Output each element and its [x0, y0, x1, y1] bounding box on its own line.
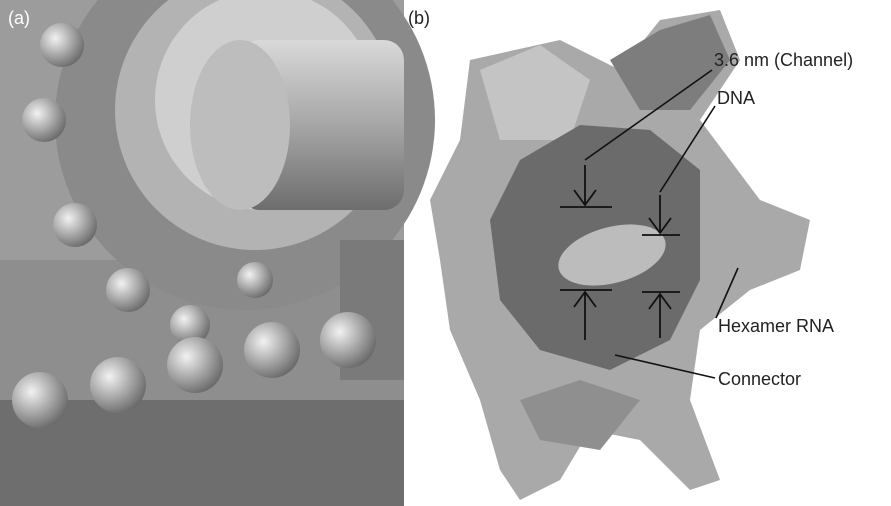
annotation: Hexamer RNA [718, 316, 834, 336]
cluster [22, 98, 66, 142]
figure: (a) (b) 3.6 nm (Channel) DNA [0, 0, 891, 506]
cluster [167, 337, 223, 393]
panel-label: (a) [8, 8, 30, 28]
panel-b: (b) 3.6 nm (Channel) DNA Hexamer RNA Con… [408, 8, 853, 500]
cluster [40, 23, 84, 67]
cluster [237, 262, 273, 298]
cluster [90, 357, 146, 413]
cluster [244, 322, 300, 378]
panel-label: (b) [408, 8, 430, 28]
cluster [320, 312, 376, 368]
annotation: Connector [718, 369, 801, 389]
annotation: DNA [717, 88, 755, 108]
cluster [106, 268, 150, 312]
cluster [53, 203, 97, 247]
annotation: 3.6 nm (Channel) [714, 50, 853, 70]
shaft-end [190, 40, 290, 210]
cluster [12, 372, 68, 428]
panel-a: (a) [0, 0, 435, 506]
